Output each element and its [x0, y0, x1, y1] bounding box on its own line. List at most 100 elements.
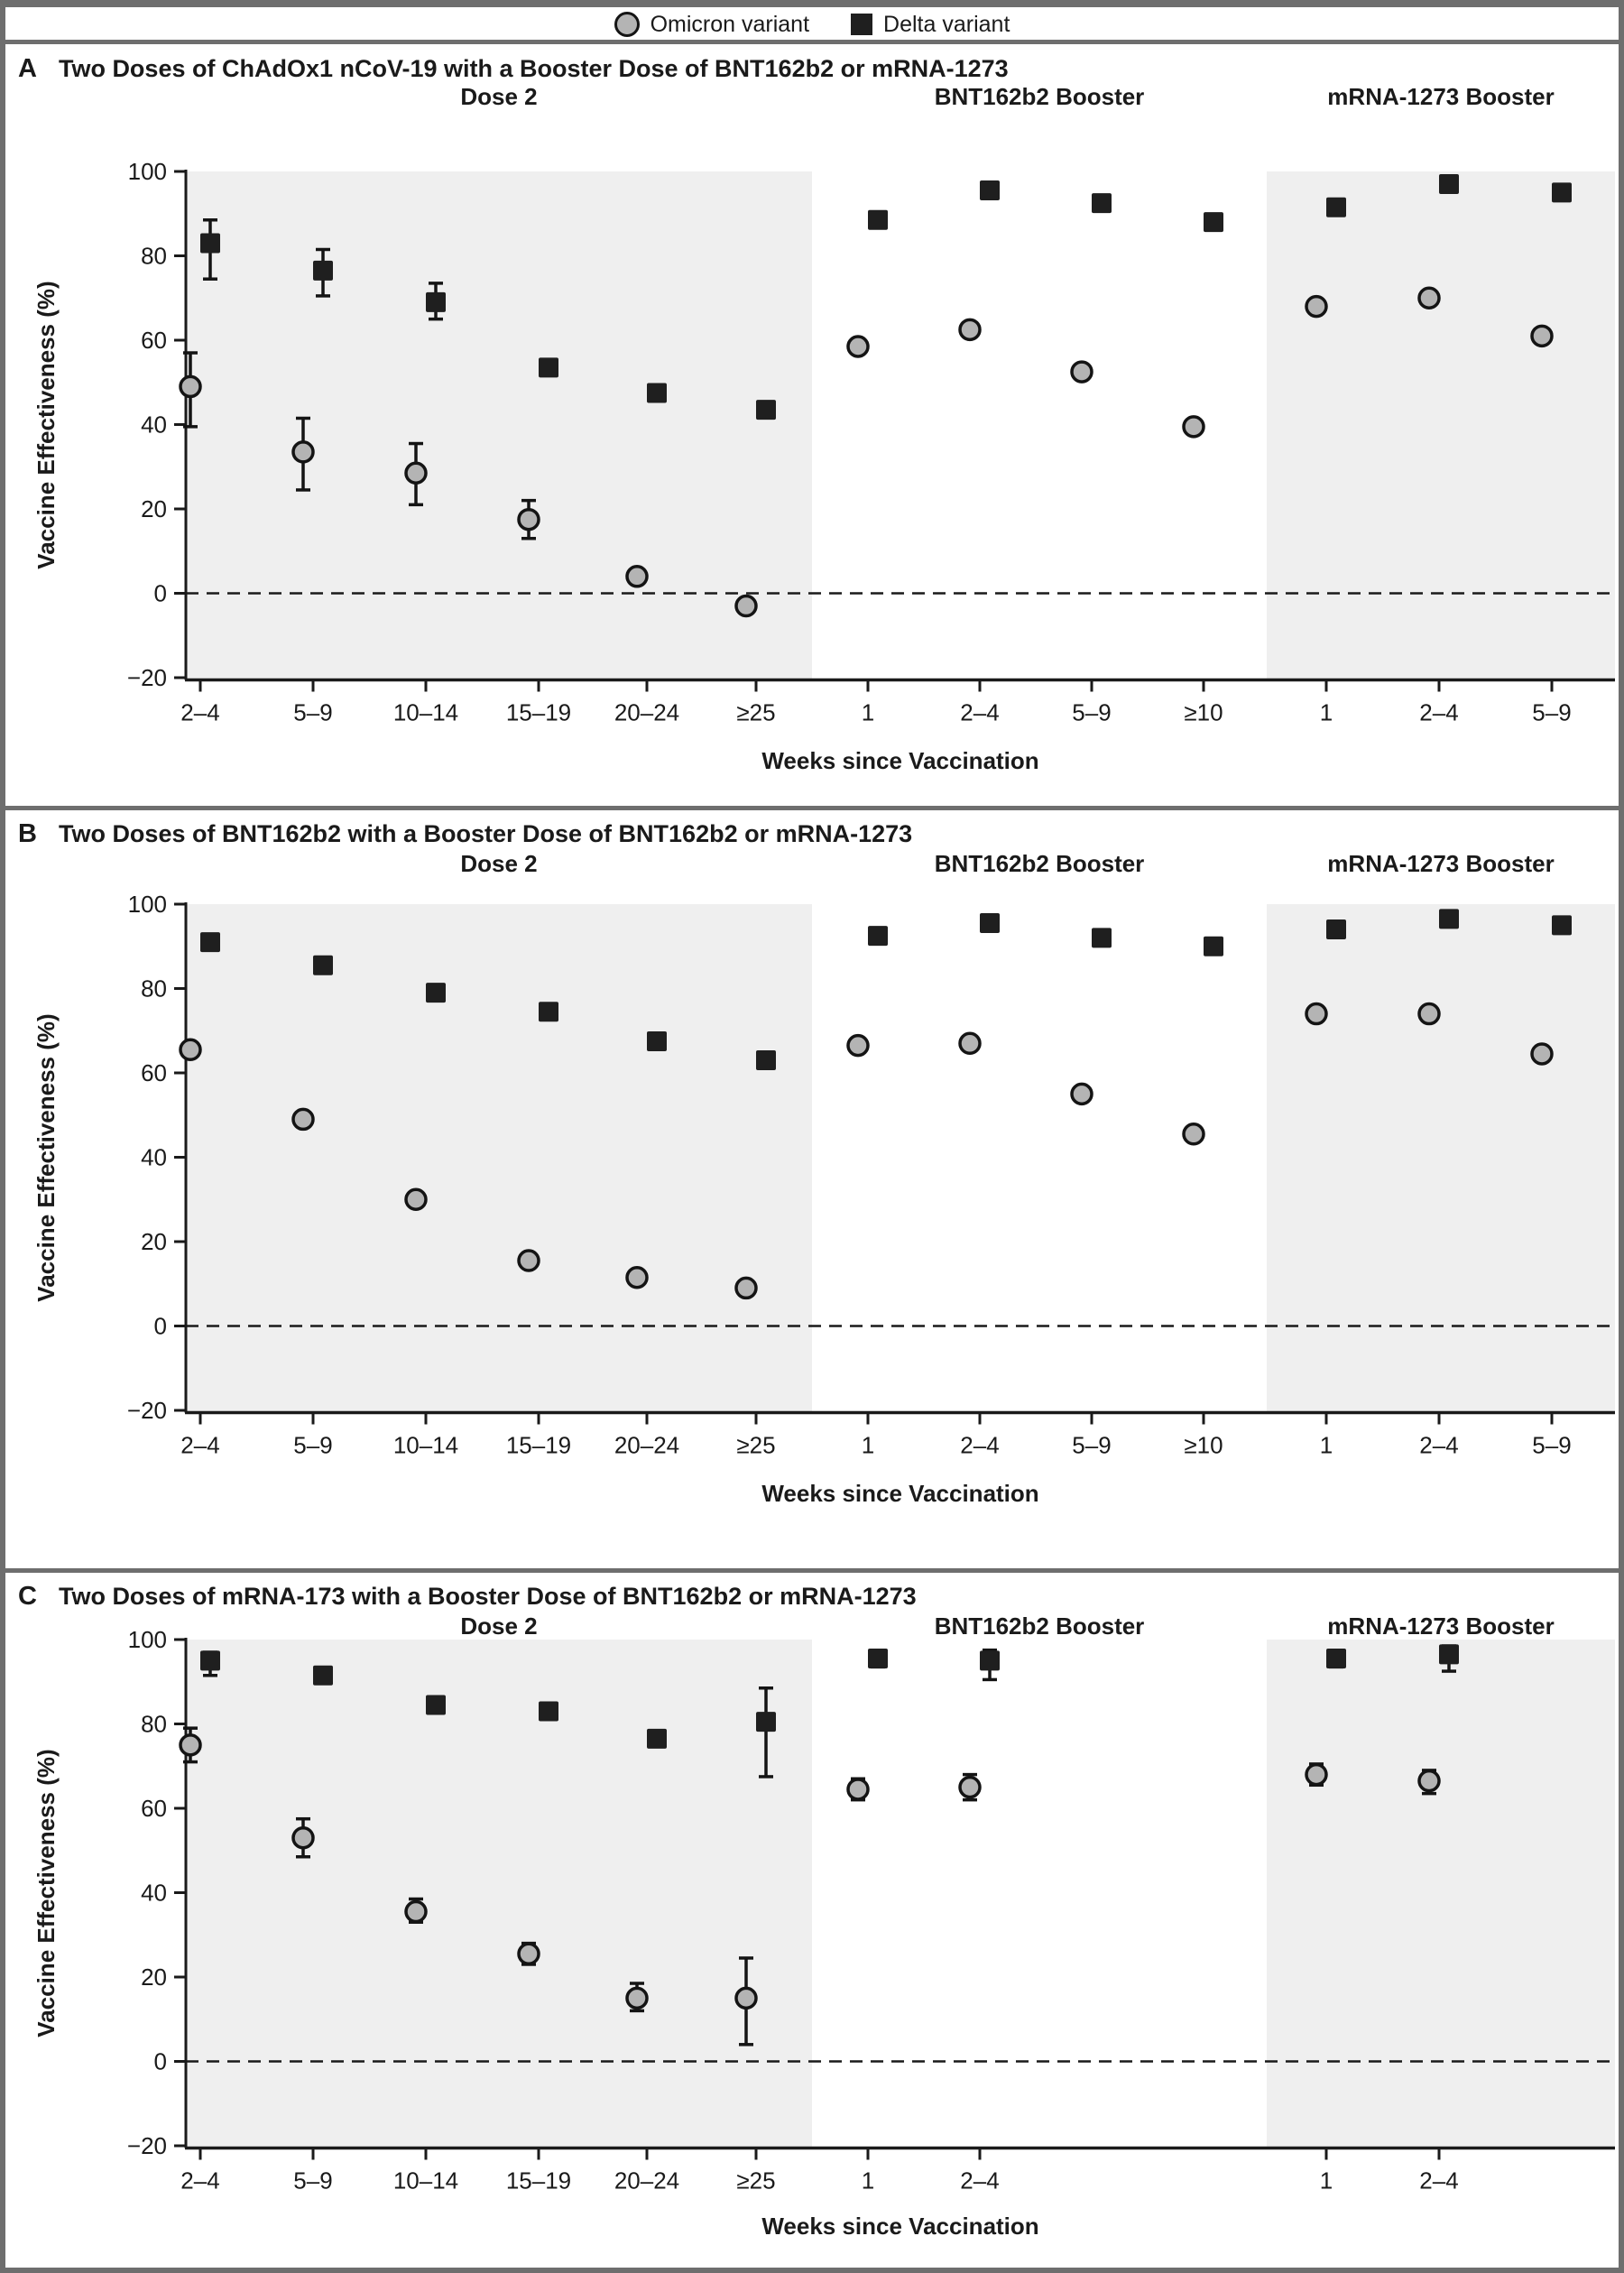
x-tick-label: ≥25 — [736, 1432, 775, 1459]
x-tick-label: 2–4 — [1419, 699, 1458, 726]
y-tick-label: 60 — [141, 1059, 167, 1086]
x-tick-label: 5–9 — [1532, 1432, 1571, 1459]
data-point-omicron — [625, 565, 649, 588]
section-shaded-band — [186, 171, 812, 680]
y-tick-label: 0 — [154, 1313, 167, 1340]
data-point-delta — [313, 1665, 333, 1686]
data-point-omicron — [517, 1249, 540, 1272]
data-point-omicron — [404, 1187, 428, 1211]
x-tick-label: 2–4 — [1419, 1432, 1458, 1459]
y-tick-label: 40 — [141, 1880, 167, 1907]
data-point-delta — [1092, 928, 1112, 948]
data-point-omicron — [1305, 1002, 1328, 1026]
x-tick-label: 10–14 — [393, 2167, 458, 2194]
data-point-omicron — [1305, 1762, 1328, 1787]
section-shaded-band — [1267, 904, 1615, 1413]
frame-right — [1619, 0, 1624, 2273]
legend-item-omicron: Omicron variant — [614, 12, 809, 38]
data-point-delta — [1552, 915, 1572, 936]
data-point-omicron — [734, 1986, 758, 2010]
y-tick-label: 40 — [141, 411, 167, 439]
panel-c-x-axis-label: Weeks since Vaccination — [761, 2213, 1039, 2240]
data-point-omicron — [179, 374, 202, 399]
data-point-omicron — [1417, 286, 1441, 310]
data-point-delta — [313, 260, 333, 281]
data-point-omicron — [958, 1775, 982, 1799]
panel-a-header-dose2: Dose 2 — [460, 83, 538, 110]
panel-c-header-bnt-booster: BNT162b2 Booster — [934, 1612, 1145, 1640]
data-point-omicron — [625, 1265, 649, 1289]
x-tick-label: 15–19 — [506, 699, 571, 726]
y-tick-label: 20 — [141, 1228, 167, 1255]
data-point-delta — [647, 1728, 667, 1749]
y-tick-label: 60 — [141, 327, 167, 354]
panel-separator — [0, 806, 1624, 810]
data-point-omicron — [958, 1031, 982, 1056]
section-shaded-band — [1267, 1640, 1615, 2148]
data-point-omicron — [958, 318, 982, 342]
data-point-delta — [426, 983, 446, 1003]
panel-a-title: A Two Doses of ChAdOx1 nCoV-19 with a Bo… — [18, 54, 1009, 84]
data-point-delta — [200, 932, 220, 953]
data-point-omicron — [179, 1733, 202, 1757]
y-tick-label: 60 — [141, 1795, 167, 1822]
data-point-omicron — [1182, 1123, 1205, 1146]
x-tick-label: 5–9 — [1072, 1432, 1111, 1459]
data-point-delta — [539, 1701, 558, 1722]
legend-item-delta: Delta variant — [851, 12, 1010, 38]
x-tick-label: 5–9 — [293, 1432, 332, 1459]
x-tick-label: 1 — [1320, 2167, 1333, 2194]
y-tick-label: 100 — [128, 1626, 167, 1653]
y-tick-label: 0 — [154, 2048, 167, 2075]
panel-b-letter: B — [18, 819, 37, 848]
x-tick-label: 15–19 — [506, 2167, 571, 2194]
section-shaded-band — [1267, 171, 1615, 680]
delta-marker-icon — [851, 14, 873, 35]
data-point-omicron — [1530, 1042, 1554, 1066]
data-point-delta — [1092, 193, 1112, 214]
x-tick-label: 5–9 — [293, 2167, 332, 2194]
data-point-delta — [1439, 174, 1459, 195]
y-tick-label: 100 — [128, 158, 167, 185]
data-point-omicron — [179, 1038, 202, 1062]
data-point-delta — [1204, 212, 1223, 233]
data-point-omicron — [625, 1986, 649, 2010]
y-tick-label: −20 — [127, 2132, 167, 2159]
x-tick-label: 5–9 — [1072, 699, 1111, 726]
panel-b-header-dose2: Dose 2 — [460, 850, 538, 877]
data-point-delta — [1552, 182, 1572, 203]
data-point-omicron — [1305, 294, 1328, 319]
panel-c-header-dose2: Dose 2 — [460, 1612, 538, 1640]
x-tick-label: 1 — [862, 1432, 874, 1459]
data-point-omicron — [404, 461, 428, 485]
panel-c-title: C Two Doses of mRNA-173 with a Booster D… — [18, 1582, 917, 1612]
panel-separator — [0, 1568, 1624, 1573]
y-tick-label: 20 — [141, 1963, 167, 1991]
panel-a-x-axis-label: Weeks since Vaccination — [761, 747, 1039, 774]
panel-separator — [0, 40, 1624, 44]
x-tick-label: 10–14 — [393, 699, 458, 726]
x-tick-label: 5–9 — [293, 699, 332, 726]
data-point-omicron — [1070, 360, 1093, 383]
data-point-delta — [756, 400, 776, 420]
y-tick-label: 40 — [141, 1144, 167, 1171]
data-point-delta — [1439, 1644, 1459, 1665]
data-point-delta — [756, 1712, 776, 1732]
data-point-delta — [1204, 936, 1223, 956]
panel-b-header-bnt-booster: BNT162b2 Booster — [934, 850, 1145, 877]
data-point-omicron — [846, 335, 870, 358]
x-tick-label: 1 — [1320, 1432, 1333, 1459]
data-point-omicron — [734, 594, 758, 618]
data-point-delta — [868, 926, 888, 947]
data-point-delta — [313, 955, 333, 975]
section-shaded-band — [186, 1640, 812, 2148]
chart-legend: Omicron variant Delta variant — [0, 9, 1624, 40]
x-tick-label: 2–4 — [180, 2167, 219, 2194]
x-tick-label: 20–24 — [614, 1432, 679, 1459]
panel-c-y-axis-label: Vaccine Effectiveness (%) — [32, 1749, 60, 2037]
x-tick-label: 20–24 — [614, 2167, 679, 2194]
data-point-omicron — [846, 1778, 870, 1801]
data-point-delta — [200, 233, 220, 254]
x-tick-label: 2–4 — [1419, 2167, 1458, 2194]
